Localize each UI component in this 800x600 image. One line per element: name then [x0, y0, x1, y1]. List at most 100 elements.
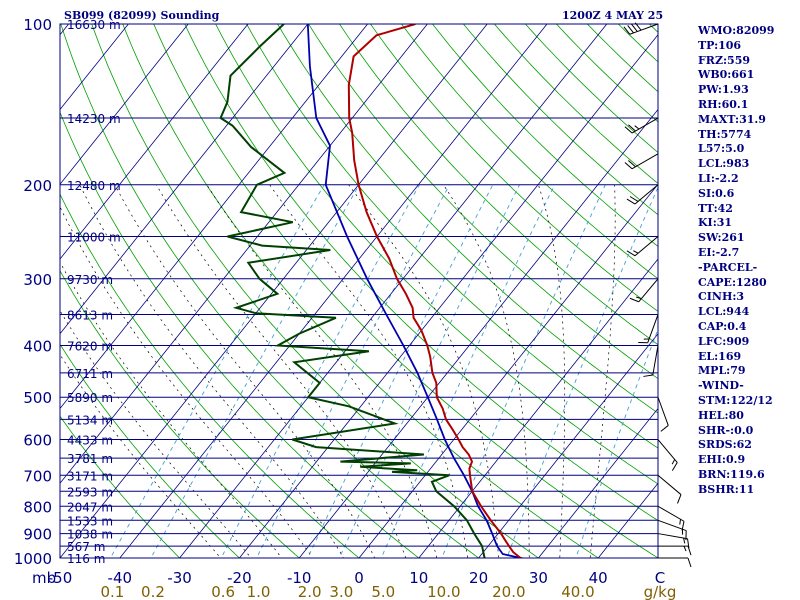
pressure-tick-label: 900 — [23, 526, 52, 544]
wind-barb-staff — [631, 153, 659, 170]
moist-adiabat — [443, 184, 530, 558]
isobar-layer — [60, 23, 658, 559]
wind-barb-staff — [652, 345, 659, 376]
index-item: L57:5.0 — [698, 142, 745, 156]
wind-barb-feather — [687, 538, 690, 549]
index-item: SRDS:62 — [698, 438, 752, 452]
wind-barb-staff — [657, 505, 685, 522]
height-label: 2047 m — [67, 500, 113, 514]
index-item: LCL:944 — [698, 305, 750, 319]
wind-barb-feather — [677, 494, 682, 504]
index-item: BRN:119.6 — [698, 467, 765, 481]
index-item: SI:0.6 — [698, 186, 735, 200]
wind-barb-feather — [643, 374, 653, 377]
height-label: 3781 m — [67, 452, 113, 466]
temperature-tick-label: -20 — [227, 569, 252, 587]
wind-barb — [658, 545, 692, 556]
pressure-tick-label: 500 — [23, 389, 52, 407]
wind-barb — [623, 22, 659, 35]
wind-barb-feather — [626, 250, 636, 257]
wind-barb — [658, 557, 692, 568]
pressure-tick-label: 600 — [23, 432, 52, 450]
mixing-ratio-label: 0.1 — [100, 583, 124, 600]
wind-barb-feather — [660, 425, 669, 432]
wind-barb — [626, 236, 659, 257]
isotherm-line — [60, 24, 189, 185]
dry-adiabat — [60, 415, 181, 558]
index-item: PW:1.93 — [698, 83, 749, 97]
wind-barb-half-feather — [636, 296, 642, 300]
mixing-ratio-label: 3.0 — [329, 583, 353, 600]
temperature-tick-label: -40 — [108, 569, 133, 587]
wind-barb-staff — [657, 397, 669, 426]
wind-barb-feather — [634, 22, 642, 31]
height-label: 11000 m — [67, 230, 121, 244]
station-title: SB099 (82099) Sounding — [64, 9, 220, 22]
mixing-ratio-label: 0.2 — [141, 583, 165, 600]
height-label: 3171 m — [67, 469, 113, 483]
height-label: 16630 m — [67, 18, 121, 32]
wind-barb-staff — [657, 519, 687, 532]
temperature-tick-label: -10 — [287, 569, 312, 587]
moist-adiabat — [60, 309, 252, 558]
wind-barb — [624, 153, 659, 170]
wind-barb — [657, 439, 678, 471]
wind-barb — [624, 117, 659, 134]
index-item: BSHR:11 — [698, 482, 755, 496]
profile-layer — [219, 24, 526, 558]
dry-adiabat — [60, 343, 240, 558]
isotherm-line — [60, 24, 428, 484]
index-item: CAPE:1280 — [698, 275, 767, 289]
index-item: STM:122/12 — [698, 393, 773, 407]
temperature-tick-label: 10 — [409, 569, 428, 587]
height-label: 5890 m — [67, 391, 113, 405]
valid-time: 1200Z 4 MAY 25 — [562, 9, 664, 22]
index-item: EI:-2.7 — [698, 245, 740, 259]
height-label: 5134 m — [67, 413, 113, 427]
index-item: RH:60.1 — [698, 97, 749, 111]
height-label: 567 m — [67, 540, 105, 554]
wind-barb — [638, 314, 659, 344]
isotherm-line — [60, 24, 309, 335]
wind-barb-feather — [671, 462, 678, 471]
label-layer: 16630 m 14230 m 12480 m 11000 m 9730 m 8613 m… — [14, 16, 677, 600]
isotherm-line — [298, 108, 658, 558]
pressure-tick-label: 300 — [23, 271, 52, 289]
index-item: SHR-:0.0 — [698, 423, 754, 437]
pressure-unit-label: mb — [32, 569, 56, 587]
wind-barb-feather — [629, 297, 639, 303]
height-label: 8613 m — [67, 309, 113, 323]
isotherm-line — [358, 183, 658, 558]
isotherm-line — [179, 24, 608, 558]
mixing-ratio-line — [441, 184, 606, 558]
wind-barb-staff — [634, 236, 659, 257]
wind-barb-feather — [628, 124, 636, 132]
index-item: CINH:3 — [698, 290, 745, 304]
height-label: 116 m — [67, 552, 105, 566]
index-item: HEL:80 — [698, 408, 744, 422]
wind-barb-feather — [628, 160, 636, 168]
isotherm-line — [538, 407, 658, 558]
pressure-tick-label: 700 — [23, 467, 52, 485]
pressure-tick-label: 1000 — [14, 550, 52, 568]
mixing-ratio-line — [338, 184, 520, 558]
temperature-trace — [347, 24, 526, 558]
temperature-tick-label: -50 — [48, 569, 73, 587]
isotherm-line — [0, 24, 9, 558]
height-label: 6711 m — [67, 367, 113, 381]
isotherm-line — [119, 24, 548, 558]
moist-adiabat — [155, 184, 407, 558]
index-item: -WIND- — [698, 379, 744, 393]
parcel-trace — [306, 24, 525, 558]
wind-barb-staff — [634, 184, 659, 205]
height-label: 1038 m — [67, 528, 113, 542]
temperature-tick-label: 30 — [529, 569, 548, 587]
isotherm-line — [60, 24, 249, 260]
index-item: LCL:983 — [698, 157, 750, 171]
temperature-tick-label: -30 — [167, 569, 192, 587]
index-item: CAP:0.4 — [698, 319, 747, 333]
wind-barb-staff — [638, 278, 659, 303]
mixing-ratio-label: 40.0 — [561, 583, 594, 600]
mixing-ratio-line — [150, 184, 360, 558]
pressure-tick-label: 200 — [23, 177, 52, 195]
